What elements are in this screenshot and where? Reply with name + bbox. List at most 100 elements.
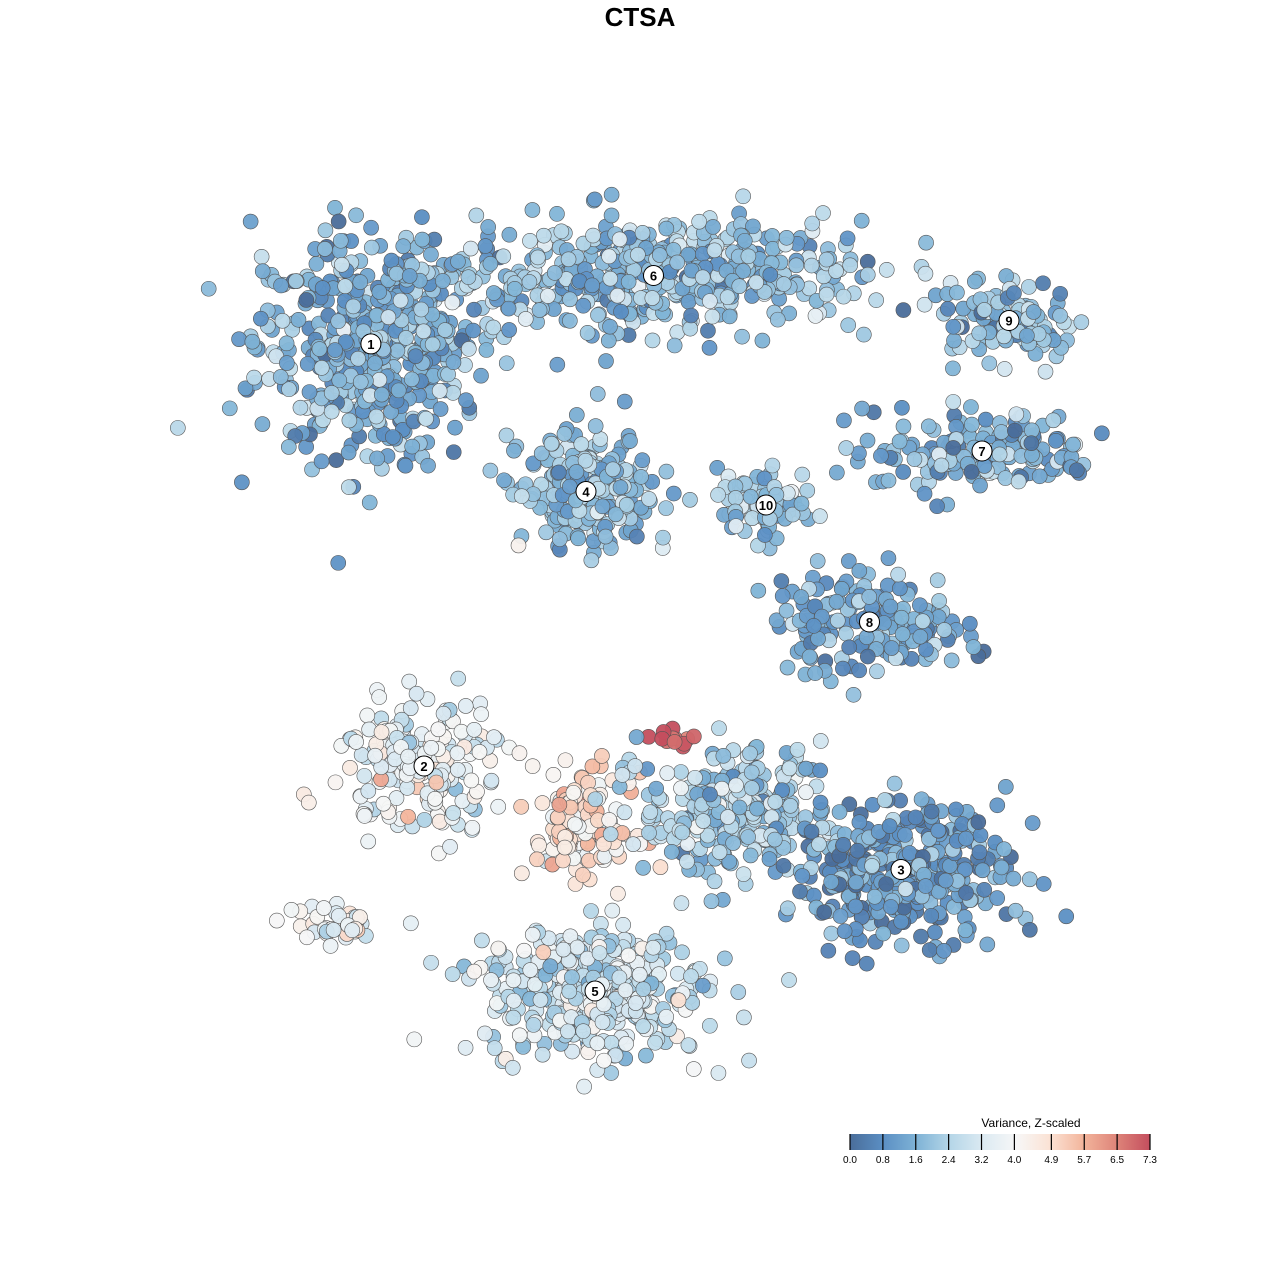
data-point: [893, 913, 909, 930]
data-point: [877, 792, 893, 808]
data-point: [757, 527, 773, 543]
data-point: [246, 369, 262, 386]
data-point: [521, 274, 538, 290]
data-point: [761, 851, 778, 867]
data-point: [281, 381, 297, 398]
data-point: [658, 1009, 675, 1025]
data-point: [775, 276, 792, 292]
chart-title: CTSA: [604, 2, 676, 32]
data-point: [635, 860, 651, 876]
data-point: [447, 419, 463, 436]
data-point: [490, 798, 507, 815]
data-point: [1073, 314, 1090, 330]
data-point: [702, 1017, 718, 1034]
data-point: [710, 487, 726, 503]
data-point: [683, 968, 699, 985]
data-point: [445, 444, 462, 460]
data-point: [620, 273, 637, 290]
data-point: [445, 805, 462, 821]
data-point: [794, 868, 811, 884]
data-point: [963, 399, 979, 415]
data-point: [587, 418, 604, 434]
data-point: [415, 323, 432, 340]
data-point: [658, 463, 675, 480]
data-point: [506, 442, 522, 459]
data-point: [404, 438, 420, 455]
data-point: [940, 301, 956, 317]
data-point: [946, 332, 962, 349]
data-point: [798, 760, 814, 777]
data-point: [403, 371, 420, 388]
data-point: [414, 209, 430, 225]
data-point: [638, 1047, 654, 1064]
data-point: [589, 386, 606, 402]
data-point: [1008, 406, 1025, 423]
data-point: [775, 857, 792, 874]
data-point: [1037, 363, 1054, 380]
data-point: [480, 219, 496, 235]
data-point: [916, 485, 933, 502]
data-point: [838, 625, 854, 642]
data-point: [505, 972, 522, 989]
data-point: [704, 308, 721, 325]
data-point: [920, 418, 937, 435]
data-point: [553, 223, 570, 240]
data-point: [511, 1027, 528, 1044]
data-point: [735, 263, 751, 279]
data-point: [859, 648, 876, 665]
cluster-label: 3: [897, 863, 904, 878]
data-point: [674, 944, 690, 961]
data-point: [591, 945, 608, 961]
data-point: [402, 700, 419, 716]
data-point: [634, 452, 651, 469]
data-point: [647, 1034, 663, 1051]
data-point: [584, 277, 600, 294]
data-point: [972, 477, 988, 494]
data-point: [669, 254, 686, 271]
data-point: [957, 922, 974, 939]
data-point: [976, 302, 993, 318]
data-point: [854, 400, 870, 417]
data-point: [501, 226, 518, 243]
data-point: [700, 827, 716, 844]
data-point: [864, 858, 880, 874]
data-point: [1094, 425, 1110, 442]
cluster-label-badge: [998, 310, 1020, 331]
data-point: [596, 996, 612, 1013]
data-point: [573, 436, 590, 453]
data-point: [534, 795, 551, 811]
data-point: [389, 342, 406, 359]
data-point: [695, 977, 711, 994]
data-point: [367, 355, 383, 371]
data-point: [495, 248, 512, 265]
data-point: [316, 900, 332, 916]
data-point: [1048, 433, 1064, 449]
data-point: [918, 234, 934, 251]
data-point: [557, 752, 574, 769]
data-point: [754, 332, 771, 349]
data-point: [221, 400, 238, 417]
data-point: [742, 745, 758, 762]
data-point: [996, 841, 1012, 857]
data-point: [665, 485, 682, 502]
data-point: [687, 769, 703, 786]
legend-tick-label: 4.0: [1007, 1155, 1021, 1166]
data-point: [823, 874, 839, 890]
data-point: [341, 479, 357, 495]
data-point: [279, 355, 295, 371]
data-point: [401, 268, 418, 284]
data-point: [1058, 908, 1075, 925]
data-point: [680, 1037, 697, 1053]
data-point: [930, 822, 947, 839]
data-point: [575, 867, 591, 883]
data-point: [562, 478, 578, 495]
data-point: [505, 1009, 522, 1026]
cluster-label: 1: [367, 337, 374, 352]
data-point: [330, 555, 347, 571]
data-point: [611, 231, 628, 248]
data-point: [725, 835, 741, 851]
data-point: [949, 284, 965, 301]
data-point: [807, 665, 823, 681]
data-point: [585, 227, 601, 244]
data-point: [594, 748, 610, 764]
